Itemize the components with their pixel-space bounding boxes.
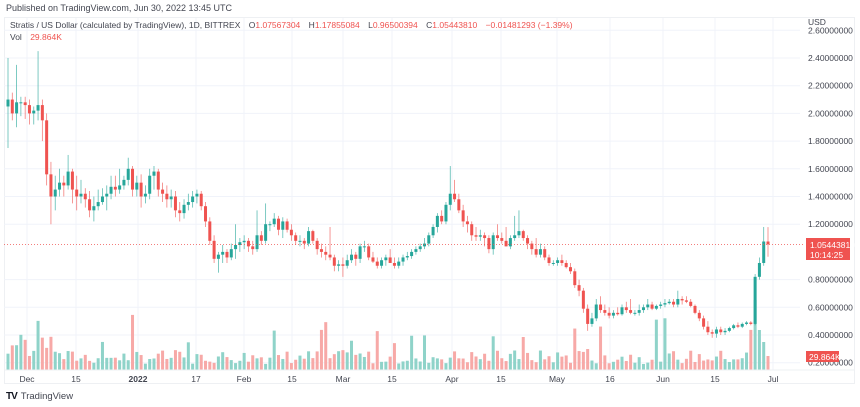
footer-branding: TV TradingView — [6, 391, 73, 402]
close-value: 1.05443810 — [432, 20, 478, 30]
high-value: 1.17855084 — [314, 20, 360, 30]
open-label: O — [248, 20, 256, 30]
time-tick: Mar — [336, 374, 351, 384]
chart-frame — [4, 17, 855, 384]
time-tick: Apr — [445, 374, 458, 384]
volume-label[interactable]: Vol — [10, 32, 22, 42]
legend-volume-row: Vol 29.864K — [10, 32, 573, 42]
last-price-badge: 1.05443810 10:14:25 — [806, 238, 855, 260]
last-price-value: 1.05443810 — [810, 240, 855, 250]
price-tick: 0.40000000 — [808, 330, 853, 340]
change-value: −0.01481293 (−1.39%) — [485, 20, 573, 30]
time-tick: 15 — [71, 374, 81, 384]
time-tick: Dec — [19, 374, 35, 384]
time-tick: 15 — [387, 374, 397, 384]
price-tick: 2.40000000 — [808, 53, 853, 63]
price-tick: 1.20000000 — [808, 219, 853, 229]
currency-label: USD — [808, 17, 826, 27]
published-line: Published on TradingView.com, Jun 30, 20… — [6, 3, 232, 13]
legend-ohlc-row: Stratis / US Dollar (calculated by Tradi… — [10, 20, 573, 30]
high-label: H — [308, 20, 315, 30]
symbol-description[interactable]: Stratis / US Dollar (calculated by Tradi… — [10, 20, 241, 30]
time-tick: 17 — [191, 374, 201, 384]
price-tick: 1.60000000 — [808, 164, 853, 174]
price-tick: 0.80000000 — [808, 275, 853, 285]
price-tick: 2.00000000 — [808, 108, 853, 118]
low-label: L — [368, 20, 373, 30]
brand-name[interactable]: TradingView — [20, 391, 74, 402]
time-tick: Jul — [768, 374, 779, 384]
chart-grid — [4, 18, 800, 370]
time-tick: 2022 — [129, 374, 148, 384]
open-value: 1.07567304 — [255, 20, 301, 30]
price-tick: 1.80000000 — [808, 136, 853, 146]
tradingview-logo-icon: TV — [6, 391, 18, 402]
low-value: 0.96500394 — [372, 20, 418, 30]
price-tick: 2.60000000 — [808, 25, 853, 35]
time-tick: 15 — [496, 374, 506, 384]
volume-badge: 29.864K — [806, 351, 841, 362]
price-tick: 2.20000000 — [808, 81, 853, 91]
bar-countdown: 10:14:25 — [810, 250, 843, 260]
chart-legend: Stratis / US Dollar (calculated by Tradi… — [10, 20, 573, 42]
price-tick: 0.60000000 — [808, 302, 853, 312]
time-tick: Feb — [237, 374, 252, 384]
volume-badge-value: 29.864K — [809, 352, 841, 362]
volume-value: 29.864K — [30, 32, 62, 42]
time-tick: 15 — [287, 374, 297, 384]
time-tick: 16 — [605, 374, 615, 384]
time-tick: Jun — [656, 374, 670, 384]
volume-bars — [6, 300, 770, 370]
close-label: C — [426, 20, 433, 30]
price-tick: 0.20000000 — [808, 358, 853, 368]
candlesticks — [6, 51, 770, 338]
time-tick: 15 — [710, 374, 720, 384]
price-tick: 1.40000000 — [808, 192, 853, 202]
price-axis[interactable]: 2.60000000 2.40000000 2.20000000 2.00000000… — [808, 25, 853, 367]
time-tick: May — [549, 374, 566, 384]
time-axis[interactable]: Dec 15 2022 17 Feb 15 Mar 15 Apr 15 May 16 Jun 15 Jul — [19, 374, 778, 384]
